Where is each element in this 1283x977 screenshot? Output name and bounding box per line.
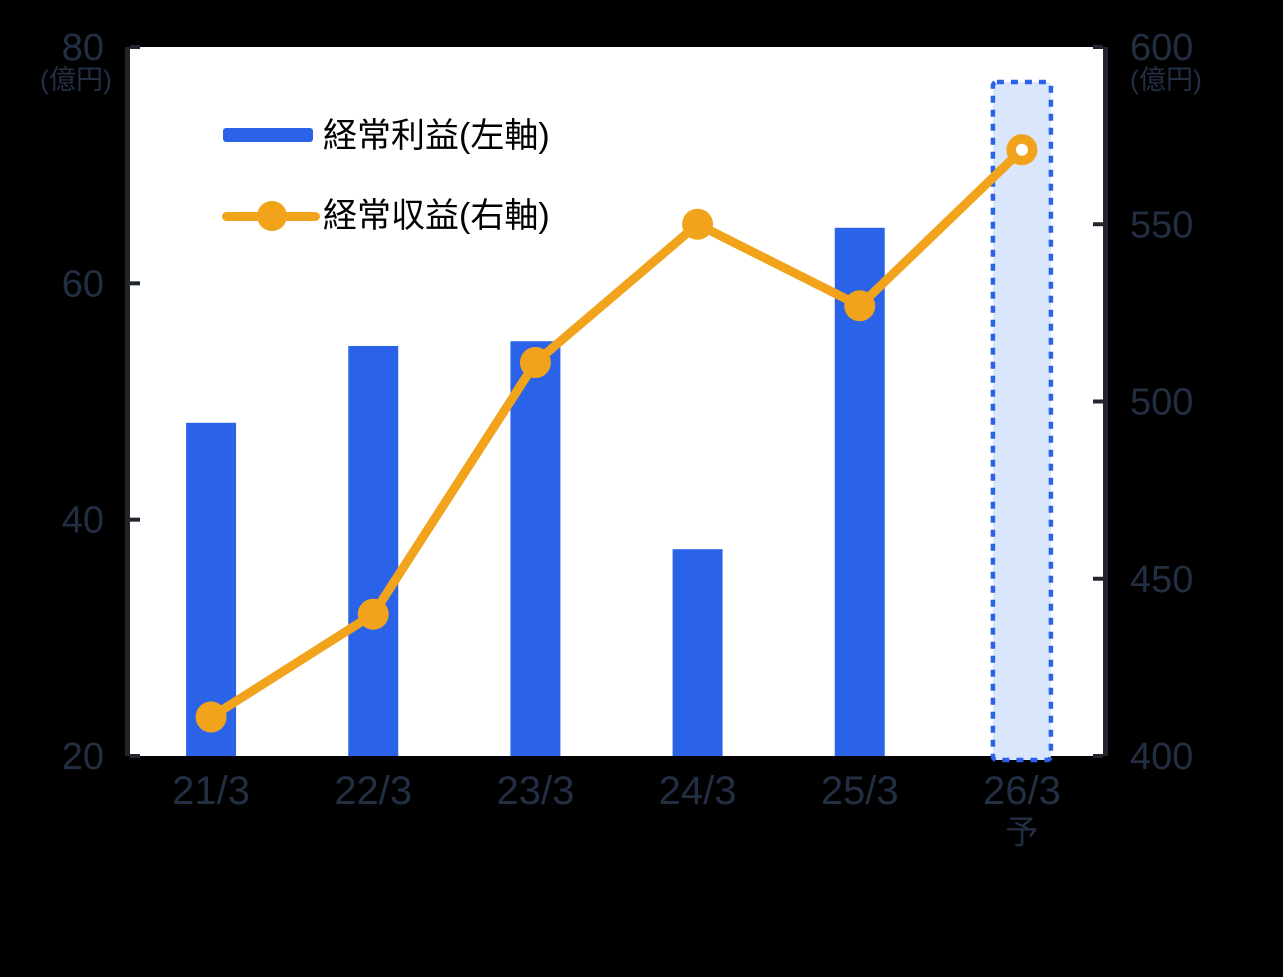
x-axis-label-24/3: 24/3 bbox=[659, 769, 737, 813]
bar-22/3 bbox=[348, 345, 399, 756]
right-axis-tick-label: 450 bbox=[1130, 559, 1193, 601]
right-axis-tick bbox=[1093, 754, 1103, 758]
plot-area bbox=[130, 47, 1103, 756]
line-marker-22/3 bbox=[357, 598, 389, 630]
bar-21/3 bbox=[186, 422, 237, 756]
left-axis-tick bbox=[130, 754, 140, 758]
x-axis-label-26/3: 26/3 bbox=[983, 769, 1061, 813]
left-axis-tick-label: 40 bbox=[62, 500, 104, 542]
line-marker-24/3 bbox=[682, 208, 714, 240]
left-axis-spine bbox=[125, 47, 130, 756]
line-marker-25/3 bbox=[844, 290, 876, 322]
left-axis-tick-label: 80 bbox=[62, 27, 104, 69]
right-axis-spine bbox=[1103, 47, 1108, 756]
right-axis-tick-label: 500 bbox=[1130, 382, 1193, 424]
bar-23/3 bbox=[510, 341, 561, 756]
forecast-highlight-box bbox=[990, 79, 1054, 763]
right-axis-tick-label: 600 bbox=[1130, 27, 1193, 69]
left-axis-tick-label: 60 bbox=[62, 263, 104, 305]
x-axis-label-25/3: 25/3 bbox=[821, 769, 899, 813]
right-axis-tick bbox=[1093, 222, 1103, 227]
line-marker-forecast-26/3 bbox=[1006, 134, 1038, 166]
revenue-line bbox=[206, 145, 1027, 722]
right-axis-unit-label: (億円) bbox=[1130, 65, 1202, 95]
left-axis-tick bbox=[130, 45, 140, 49]
left-axis-tick bbox=[130, 281, 140, 286]
line-marker-21/3 bbox=[195, 701, 227, 733]
bar-24/3 bbox=[672, 549, 723, 756]
right-axis-tick-label: 400 bbox=[1130, 736, 1193, 778]
right-axis-tick-label: 550 bbox=[1130, 204, 1193, 246]
left-axis-unit-label: (億円) bbox=[40, 65, 112, 95]
x-axis-label-22/3: 22/3 bbox=[334, 769, 412, 813]
x-axis-forecast-sublabel: 予 bbox=[1005, 814, 1038, 851]
line-marker-23/3 bbox=[519, 347, 551, 379]
x-axis-label-21/3: 21/3 bbox=[172, 769, 250, 813]
left-axis-tick bbox=[130, 517, 140, 522]
left-axis-tick-label: 20 bbox=[62, 736, 104, 778]
right-axis-tick bbox=[1093, 45, 1103, 49]
right-axis-tick bbox=[1093, 576, 1103, 581]
right-axis-tick bbox=[1093, 399, 1103, 404]
x-axis-label-23/3: 23/3 bbox=[496, 769, 574, 813]
